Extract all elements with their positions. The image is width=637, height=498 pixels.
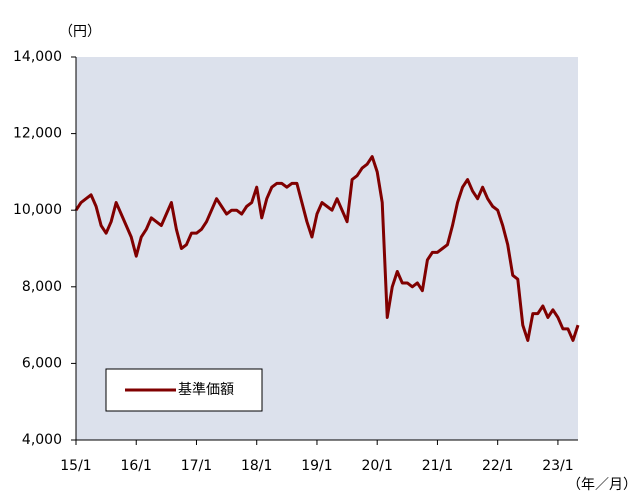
x-tick-label: 17/1 [181,458,212,474]
x-tick-label: 19/1 [301,458,332,474]
y-tick-label: 6,000 [22,355,62,371]
x-tick-label: 22/1 [482,458,513,474]
y-tick-label: 8,000 [22,279,62,295]
x-tick-label: 20/1 [361,458,392,474]
y-tick-label: 10,000 [13,202,62,218]
y-tick-label: 4,000 [22,432,62,448]
x-tick-label: 16/1 [121,458,152,474]
y-tick-label: 12,000 [13,126,62,142]
y-tick-label: 14,000 [13,49,62,65]
x-tick-label: 21/1 [422,458,453,474]
x-unit-label: （年／月） [567,477,637,493]
data-line [74,155,580,342]
y-unit-label: （円） [59,24,101,40]
x-tick-label: 18/1 [241,458,272,474]
x-tick-label: 15/1 [60,458,91,474]
x-tick-label: 23/1 [542,458,573,474]
legend-label: 基準価額 [178,381,234,398]
